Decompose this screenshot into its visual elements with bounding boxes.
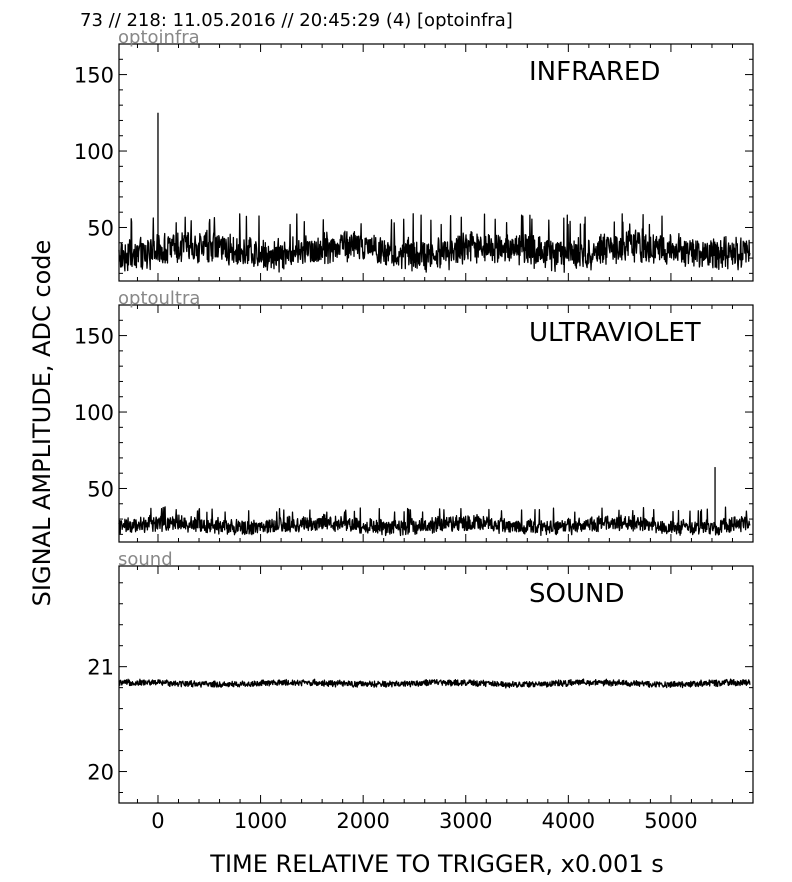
x-tick-label: 5000 (644, 809, 697, 833)
figure-title: 73 // 218: 11.05.2016 // 20:45:29 (4) [o… (80, 10, 513, 31)
panel-tag-sound: sound (118, 549, 173, 570)
y-tick-label-infrared: 50 (87, 216, 114, 240)
series-line-sound (118, 678, 751, 689)
y-tick-label-ultraviolet: 150 (74, 325, 114, 349)
panels: 50100150optoinfraINFRARED50100150optoult… (74, 27, 754, 833)
panel-title-ultraviolet: ULTRAVIOLET (529, 318, 701, 348)
series-line-ultraviolet (118, 506, 751, 537)
plot-frame-ultraviolet (118, 304, 754, 543)
x-tick-label: 3000 (439, 809, 492, 833)
panel-title-sound: SOUND (529, 579, 624, 609)
y-tick-label-sound: 20 (87, 761, 114, 785)
y-tick-label-ultraviolet: 50 (87, 477, 114, 501)
y-tick-label-ultraviolet: 100 (74, 401, 114, 425)
x-tick-label: 4000 (542, 809, 595, 833)
panel-tag-infrared: optoinfra (118, 27, 200, 48)
x-tick-label: 1000 (234, 809, 287, 833)
panel-sound: 20 21 sound SOUND (87, 549, 754, 804)
x-tick-label: 0 (151, 809, 164, 833)
plot-frame-infrared (118, 43, 754, 282)
series-line-infrared (118, 213, 751, 273)
x-axis-title: TIME RELATIVE TO TRIGGER, x0.001 s (209, 850, 663, 878)
x-tick-label: 2000 (336, 809, 389, 833)
panel-tag-ultraviolet: optoultra (118, 288, 200, 309)
y-axis-title: SIGNAL AMPLITUDE, ADC code (28, 240, 56, 607)
y-tick-label-infrared: 100 (74, 140, 114, 164)
plot-frame-sound (118, 565, 754, 804)
panel-title-infrared: INFRARED (529, 57, 660, 87)
y-tick-label-infrared: 150 (74, 64, 114, 88)
y-tick-label-sound: 21 (87, 656, 114, 680)
